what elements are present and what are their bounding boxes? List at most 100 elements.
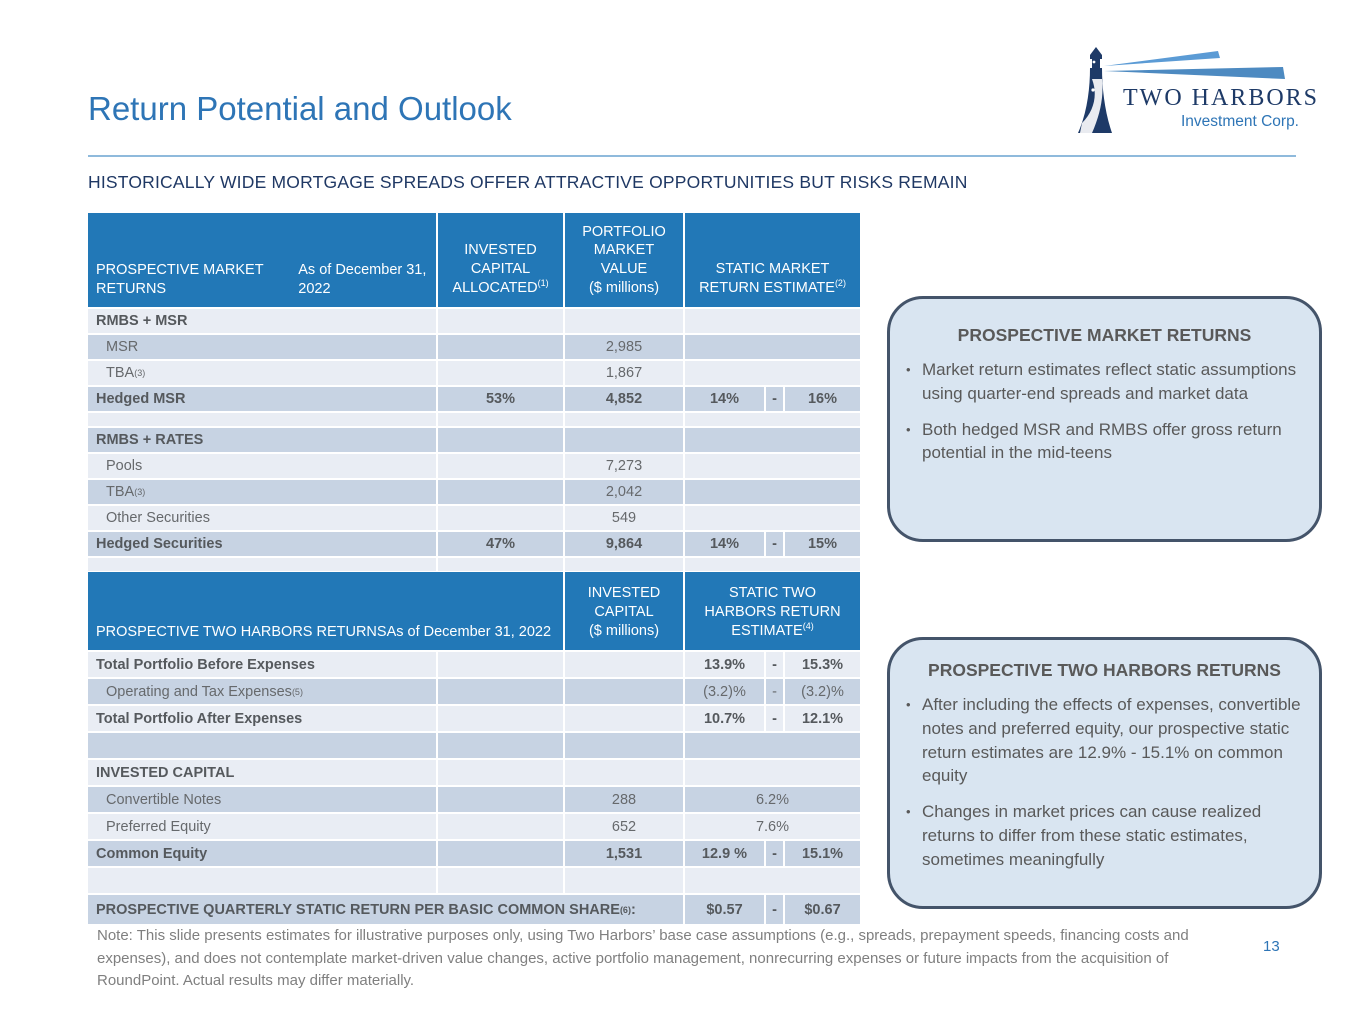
return-low: 12.9 % [685, 841, 764, 866]
bullet-icon: • [906, 697, 911, 712]
return-empty [685, 309, 860, 333]
table-row-pools: Pools 7,273 [88, 454, 860, 478]
table-cell [88, 868, 436, 893]
header-label: PROSPECTIVE MARKET RETURNS As of December… [88, 213, 436, 307]
bullet-icon: • [906, 362, 911, 377]
invested-capital-cell [438, 480, 563, 504]
row-label: Operating and Tax Expenses (5) [88, 679, 436, 704]
slide-subtitle: HISTORICALLY WIDE MORTGAGE SPREADS OFFER… [88, 172, 968, 192]
page-number: 13 [1263, 938, 1280, 955]
return-low: 14% [685, 387, 764, 411]
table-cell [685, 413, 860, 426]
row-label: Hedged Securities [88, 532, 436, 556]
return-low: (3.2)% [685, 679, 764, 704]
callout-bullet: • After including the effects of expenses… [906, 693, 1301, 788]
callout-bullet: • Both hedged MSR and RMBS offer gross re… [906, 418, 1301, 466]
table-cell [438, 413, 563, 426]
return-dash: - [766, 652, 783, 677]
logo-subtitle: Investment Corp. [1180, 113, 1299, 130]
market-value-cell [565, 706, 683, 731]
row-label: INVESTED CAPITAL [88, 760, 436, 785]
table-cell [438, 733, 563, 758]
table-cell [685, 733, 860, 758]
row-label: Common Equity [88, 841, 436, 866]
return-high: 15.3% [785, 652, 860, 677]
market-value-cell: 652 [565, 814, 683, 839]
row-label: Pools [88, 454, 436, 478]
market-value-cell [565, 679, 683, 704]
return-low: $0.57 [685, 895, 764, 924]
market-value-cell: 2,042 [565, 480, 683, 504]
logo-wordmark: TWO HARBORS [1123, 85, 1320, 111]
callout-title: PROSPECTIVE MARKET RETURNS [957, 325, 1252, 345]
table-row-invested-capital: INVESTED CAPITAL [88, 760, 860, 785]
row-label: PROSPECTIVE QUARTERLY STATIC RETURN PER … [88, 895, 683, 924]
return-empty [685, 335, 860, 359]
bullet-icon: • [906, 804, 911, 820]
table-cell [88, 413, 436, 426]
row-label: MSR [88, 335, 436, 359]
row-label: Preferred Equity [88, 814, 436, 839]
table-cell [565, 558, 683, 571]
invested-capital-cell [438, 506, 563, 530]
table-row-msr: MSR 2,985 [88, 335, 860, 359]
table-cell [88, 733, 436, 758]
return-high: 16% [785, 387, 860, 411]
return-empty [685, 428, 860, 452]
invested-capital-cell [438, 428, 563, 452]
row-label: Total Portfolio Before Expenses [88, 652, 436, 677]
table-row-operating-and-tax-expenses: Operating and Tax Expenses (5) (3.2)% - (3.2… [88, 679, 860, 704]
return-dash: - [766, 895, 783, 924]
invested-capital-cell [438, 814, 563, 839]
table-row-spacer [88, 413, 860, 426]
return-center: 6.2% [685, 787, 860, 812]
market-returns-callout: PROSPECTIVE MARKET RETURNS • Market return… [887, 296, 1322, 542]
row-label: Hedged MSR [88, 387, 436, 411]
table-cell [565, 868, 683, 893]
bullet-text: Market return estimates reflect static a… [922, 360, 1297, 403]
table-row-hedged-securities: Hedged Securities 47% 9,864 14% -15% [88, 532, 860, 556]
return-center: 7.6% [685, 814, 860, 839]
table-cell [565, 413, 683, 426]
two-harbors-returns-callout: PROSPECTIVE TWO HARBORS RETURNS • After in… [887, 637, 1322, 909]
bullet-text: Both hedged MSR and RMBS offer gross ret… [922, 419, 1282, 463]
return-dash: - [766, 841, 783, 866]
market-value-cell [565, 760, 683, 785]
bullet-text: After including the effects of expenses,… [922, 695, 1301, 786]
table-row-spacer1 [88, 733, 860, 758]
invested-capital-cell [438, 361, 563, 385]
table-header-row: PROSPECTIVE MARKET RETURNS As of December… [88, 213, 860, 307]
invested-capital-cell [438, 706, 563, 731]
table-cell [565, 733, 683, 758]
table-row-rmbs-msr: RMBS + MSR [88, 309, 860, 333]
callout-bullet: • Changes in market prices can cause real… [906, 800, 1301, 871]
table-row-convertible-notes: Convertible Notes 288 6.2% [88, 787, 860, 812]
return-high: (3.2)% [785, 679, 860, 704]
invested-capital-cell [438, 787, 563, 812]
table-cell [685, 558, 860, 571]
invested-capital-cell [438, 760, 563, 785]
market-value-cell [565, 652, 683, 677]
market-value-cell: 1,867 [565, 361, 683, 385]
bullet-icon: • [906, 421, 911, 437]
return-high: 15% [785, 532, 860, 556]
row-label: Convertible Notes [88, 787, 436, 812]
return-high: 15.1% [785, 841, 860, 866]
market-value-cell: 9,864 [565, 532, 683, 556]
market-value-cell [565, 309, 683, 333]
header-invested-capital-allocated: INVESTED CAPITAL ALLOCATED(1) [438, 213, 563, 307]
row-label: TBA (3) [88, 480, 436, 504]
lighthouse-icon [1078, 47, 1285, 133]
invested-capital-cell: 47% [438, 532, 563, 556]
return-dash: - [766, 387, 783, 411]
page-title: Return Potential and Outlook [88, 90, 512, 127]
company-logo: TWO HARBORS Investment Corp. [1068, 45, 1320, 140]
table-row-tba: TBA (3) 2,042 [88, 480, 860, 504]
return-low: 10.7% [685, 706, 764, 731]
callout-bullet: • Market return estimates reflect static … [906, 358, 1301, 406]
return-empty [685, 361, 860, 385]
market-value-cell: 4,852 [565, 387, 683, 411]
header-return-estimate: STATIC MARKET RETURN ESTIMATE(2) [685, 213, 860, 307]
invested-capital-cell [438, 841, 563, 866]
row-label: RMBS + RATES [88, 428, 436, 452]
